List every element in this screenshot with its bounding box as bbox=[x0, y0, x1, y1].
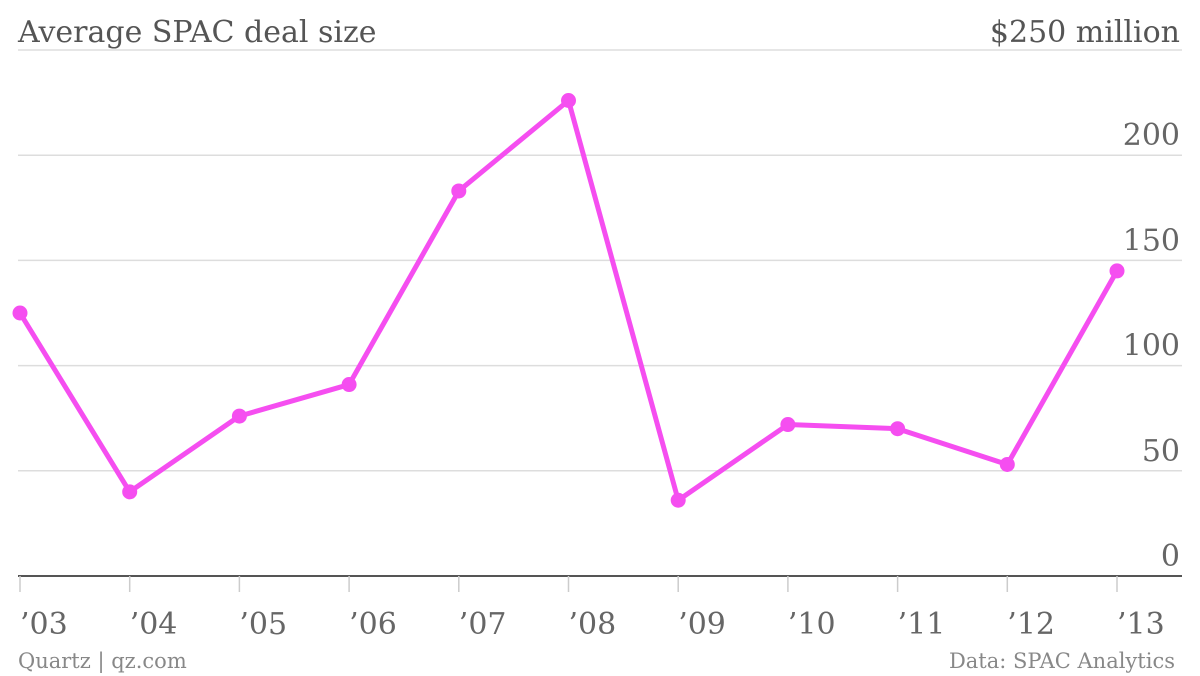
data-point bbox=[12, 305, 28, 321]
footer-source-right: Data: SPAC Analytics bbox=[949, 649, 1175, 673]
x-tick-label: ’11 bbox=[898, 607, 946, 642]
x-tick-label: ’09 bbox=[678, 607, 726, 642]
y-tick-label: 150 bbox=[1123, 223, 1180, 258]
y-axis-top-label: $250 million bbox=[990, 15, 1180, 50]
y-tick-label: 200 bbox=[1123, 118, 1180, 153]
x-tick-label: ’10 bbox=[788, 607, 836, 642]
y-tick-labels: 0 50 100 150 200 bbox=[1123, 118, 1180, 574]
x-tick-label: ’03 bbox=[20, 607, 68, 642]
x-tick-label: ’06 bbox=[349, 607, 397, 642]
series-layer bbox=[12, 92, 1125, 508]
data-point bbox=[999, 456, 1015, 472]
data-point bbox=[780, 417, 796, 433]
data-point bbox=[231, 408, 247, 424]
data-point bbox=[451, 183, 467, 199]
y-tick-label: 0 bbox=[1161, 539, 1180, 574]
data-point bbox=[670, 492, 686, 508]
x-tick-label: ’12 bbox=[1007, 607, 1055, 642]
y-tick-label: 50 bbox=[1142, 434, 1180, 469]
data-point bbox=[561, 92, 576, 108]
series-line bbox=[17, 97, 1120, 503]
data-point bbox=[1109, 263, 1125, 279]
x-tick-label: ’08 bbox=[569, 607, 617, 642]
data-point bbox=[890, 421, 906, 437]
chart-title: Average SPAC deal size bbox=[17, 15, 377, 50]
data-point bbox=[341, 377, 357, 393]
x-tick-label: ’05 bbox=[239, 607, 287, 642]
x-tick-label: ’13 bbox=[1117, 607, 1165, 642]
data-point bbox=[122, 484, 138, 500]
y-tick-label: 100 bbox=[1123, 329, 1180, 364]
x-tick-label: ’04 bbox=[130, 607, 178, 642]
x-tick-labels: ’03 ’04 ’05 ’06 ’07 ’08 ’09 ’10 ’11 ’12 ’13 bbox=[19, 576, 1165, 642]
footer-source-left: Quartz | qz.com bbox=[18, 649, 187, 674]
gridlines bbox=[18, 49, 1182, 577]
x-tick-label: ’07 bbox=[459, 607, 507, 642]
